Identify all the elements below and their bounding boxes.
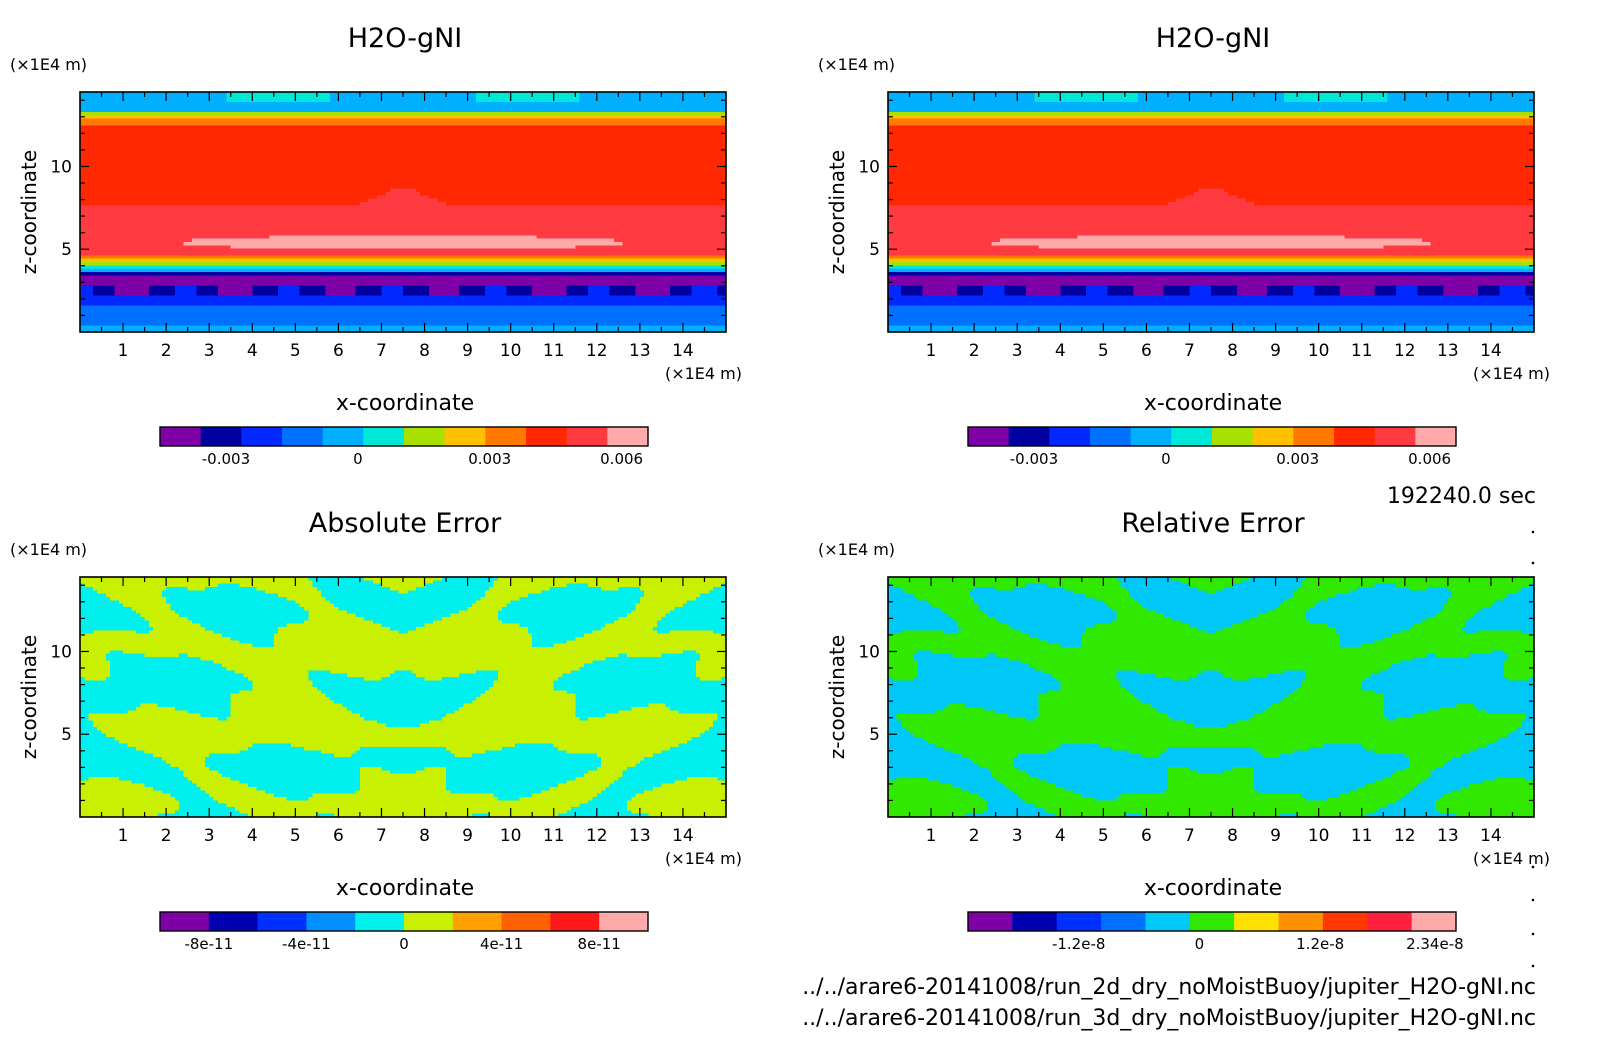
y-axis-label: z-coordinate [17,150,41,274]
field-cells [80,92,727,333]
edge-dot [1532,531,1535,534]
chart-title: H2O-gNI [348,23,463,54]
edge-dot [1532,965,1535,968]
edge-dot [1532,899,1535,902]
file-path-2: ../../arare6-20141008/run_3d_dry_noMoist… [802,1006,1536,1031]
edge-dot [1532,933,1535,936]
file-path-1: ../../arare6-20141008/run_2d_dry_noMoist… [802,975,1536,1000]
x-axis-label: x-coordinate [336,391,474,416]
x-unit-label: (×1E4 m) [665,364,742,383]
time-label: 192240.0 sec [1387,484,1536,509]
chart-panel-1: H2O-gNI (×1E4 m) (×1E4 m) x-coordinate z-coo… [10,23,742,468]
edge-dot [1532,562,1535,565]
y-unit-label: (×1E4 m) [10,55,87,74]
